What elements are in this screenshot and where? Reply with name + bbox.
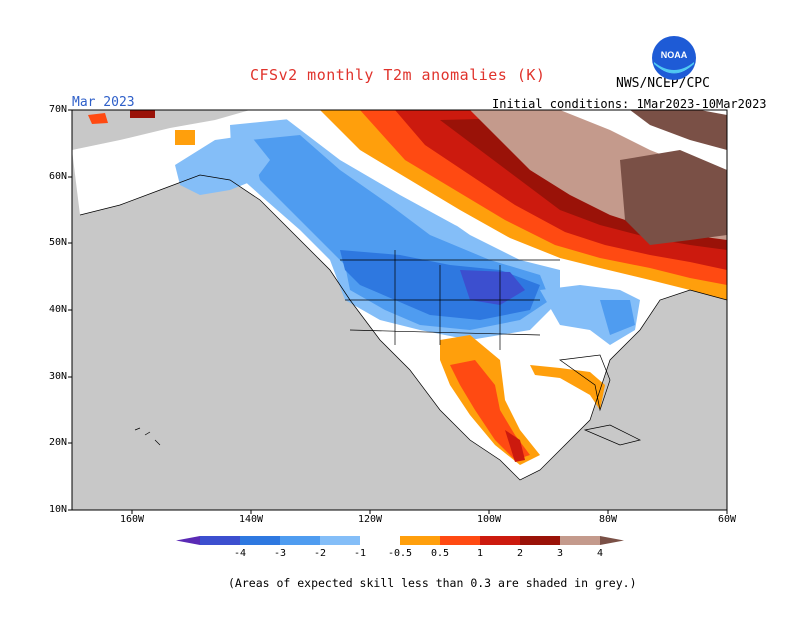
colorbar-label: 2 — [516, 548, 524, 559]
lon-label: 120W — [357, 514, 383, 525]
lat-label: 70N — [48, 104, 67, 115]
colorbar-swatch — [560, 536, 600, 545]
colorbar-swatch — [400, 536, 440, 545]
colorbar-arrow-low — [176, 536, 200, 545]
colorbar-label: -3 — [273, 548, 287, 559]
coastline-outlines — [79, 174, 728, 481]
initial-conditions-label: Initial conditions: 1Mar2023-10Mar2023 — [492, 97, 767, 111]
colorbar-label: 1 — [476, 548, 484, 559]
colorbar-swatch — [360, 536, 400, 545]
colorbar-label: -4 — [233, 548, 247, 559]
logo-text: NOAA — [661, 50, 688, 60]
colorbar-label: -1 — [353, 548, 367, 559]
lat-label: 20N — [48, 437, 67, 448]
lon-label: 100W — [476, 514, 502, 525]
lon-label: 60W — [717, 514, 737, 525]
lon-label: 140W — [238, 514, 264, 525]
agency-label: NWS/NCEP/CPC — [616, 76, 710, 91]
lat-label: 10N — [48, 504, 67, 515]
colorbar-label: -0.5 — [387, 548, 413, 559]
lat-label: 60N — [48, 171, 67, 182]
colorbar-label: 0.5 — [430, 548, 450, 559]
colorbar-label: 4 — [596, 548, 604, 559]
colorbar-swatch — [320, 536, 360, 545]
colorbar-swatch — [240, 536, 280, 545]
colorbar-label: -2 — [313, 548, 327, 559]
lon-label: 160W — [119, 514, 145, 525]
colorbar-swatch — [440, 536, 480, 545]
colorbar — [176, 536, 624, 545]
colorbar-swatch — [480, 536, 520, 545]
colorbar-swatch — [280, 536, 320, 545]
month-label: Mar 2023 — [72, 95, 135, 110]
footnote: (Areas of expected skill less than 0.3 a… — [228, 576, 637, 590]
map-title: CFSv2 monthly T2m anomalies (K) — [250, 66, 546, 84]
lat-label: 30N — [48, 371, 67, 382]
colorbar-label: 3 — [556, 548, 564, 559]
anomaly-shading — [88, 110, 727, 465]
axis-ticks — [68, 109, 728, 514]
lat-label: 40N — [48, 304, 67, 315]
colorbar-arrow-high — [600, 536, 624, 545]
noaa-logo: NOAA — [652, 36, 696, 80]
lat-label: 50N — [48, 237, 67, 248]
colorbar-swatch — [200, 536, 240, 545]
colorbar-swatch — [520, 536, 560, 545]
lon-label: 80W — [598, 514, 618, 525]
